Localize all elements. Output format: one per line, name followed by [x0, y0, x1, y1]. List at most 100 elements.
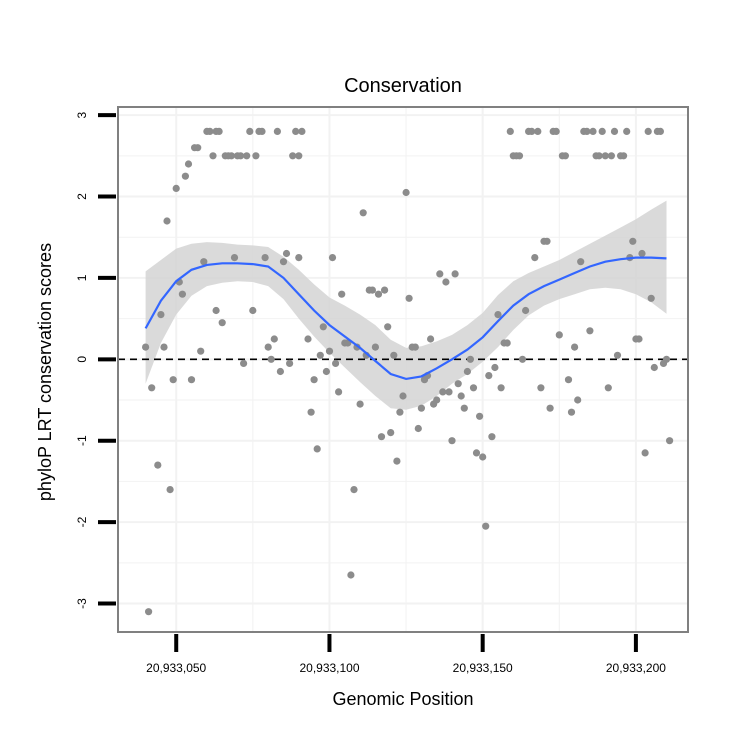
data-point [623, 127, 631, 135]
data-point [384, 323, 392, 331]
data-point [295, 152, 303, 160]
data-point [243, 152, 251, 160]
data-point [289, 152, 297, 160]
data-point [328, 254, 337, 262]
data-point [561, 152, 570, 160]
data-point [469, 384, 478, 392]
data-point [246, 127, 254, 135]
data-point [601, 152, 609, 160]
y-tick-label: 3 [75, 111, 89, 118]
data-point [218, 319, 226, 327]
data-point [439, 388, 447, 396]
data-point [142, 343, 150, 351]
data-point [485, 372, 493, 380]
data-point [457, 392, 465, 400]
data-point [610, 127, 619, 135]
data-point [482, 522, 490, 530]
data-point [325, 347, 334, 355]
data-point [577, 258, 585, 266]
data-point [427, 335, 435, 343]
data-point [414, 424, 422, 433]
data-point [515, 152, 524, 160]
data-point [172, 184, 180, 192]
data-point [620, 152, 628, 160]
data-point [178, 290, 186, 298]
data-point [206, 127, 214, 135]
data-point [479, 453, 487, 461]
y-axis-title: phyloP LRT conservation scores [35, 243, 55, 501]
data-point [237, 152, 245, 160]
data-point [295, 254, 303, 262]
data-point [629, 237, 637, 245]
data-point [347, 571, 355, 579]
data-point [273, 127, 281, 135]
data-point [359, 209, 367, 217]
data-point [497, 384, 505, 392]
data-point [604, 384, 612, 392]
data-point [276, 367, 284, 376]
data-point [169, 376, 177, 384]
data-point [286, 359, 294, 367]
data-point [350, 486, 358, 494]
data-point [635, 335, 643, 343]
data-point [200, 258, 208, 266]
data-point [187, 376, 196, 384]
data-point [184, 160, 193, 168]
data-point [433, 396, 441, 404]
data-point [282, 249, 291, 258]
data-point [279, 258, 288, 266]
data-point [405, 294, 413, 302]
data-point [212, 306, 220, 315]
data-point [240, 359, 248, 367]
data-point [258, 127, 266, 135]
x-tick-label: 20,933,050 [146, 661, 206, 675]
data-point [227, 152, 235, 160]
data-point [267, 355, 275, 363]
data-point [322, 367, 330, 376]
data-point [368, 286, 376, 294]
x-tick-label: 20,933,200 [606, 661, 666, 675]
data-point [598, 127, 606, 135]
data-point [215, 127, 223, 135]
data-point [396, 408, 404, 416]
data-point [463, 367, 471, 376]
data-point [387, 429, 395, 437]
data-point [445, 388, 453, 396]
data-point [371, 343, 379, 351]
data-point [555, 331, 563, 339]
data-point [647, 294, 655, 302]
panel-border [117, 106, 689, 633]
data-point [503, 339, 511, 347]
data-point [574, 396, 582, 404]
data-point [656, 127, 665, 135]
data-point [374, 290, 383, 298]
data-point [567, 408, 576, 416]
data-point [411, 343, 419, 351]
data-point [488, 433, 496, 441]
data-point [270, 335, 278, 343]
data-point [307, 408, 315, 416]
data-point [264, 343, 272, 351]
grid-lines [118, 107, 688, 632]
x-axis: 20,933,050 20,933,100 20,933,150 20,933,200 [146, 634, 666, 675]
x-tick-label: 20,933,100 [299, 661, 359, 675]
data-point [399, 392, 407, 400]
data-point [641, 449, 649, 457]
data-point [338, 290, 346, 298]
data-point [494, 311, 502, 319]
data-point [298, 127, 306, 135]
data-point [644, 127, 652, 135]
y-tick-label: 0 [75, 356, 89, 363]
data-point [528, 127, 536, 135]
data-point [319, 323, 327, 331]
data-point [552, 127, 560, 135]
data-point [417, 404, 425, 412]
data-point [543, 237, 551, 245]
data-point [310, 376, 318, 384]
y-tick-label: -3 [75, 598, 89, 609]
x-axis-title: Genomic Position [332, 689, 473, 709]
data-point [460, 404, 468, 412]
data-point [197, 347, 205, 355]
data-point [304, 335, 312, 343]
